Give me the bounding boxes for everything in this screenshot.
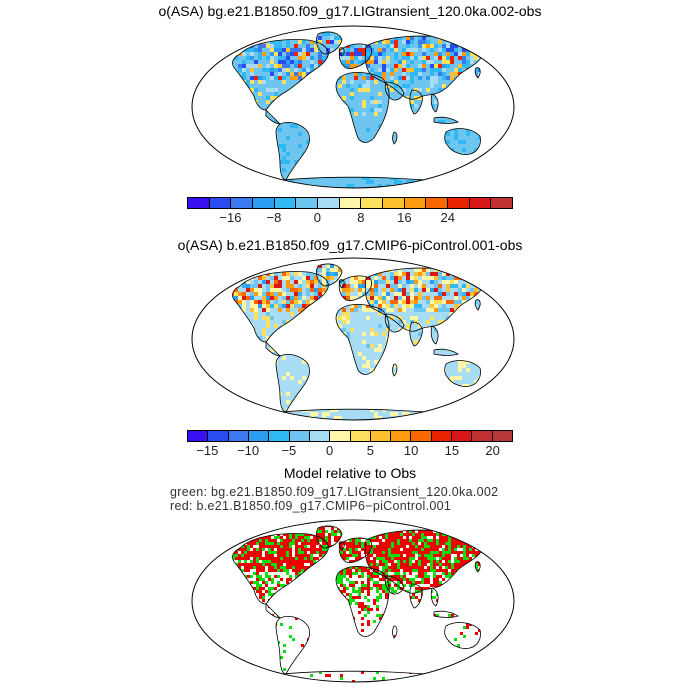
colorbar-swatch — [431, 431, 453, 441]
panel3-title: Model relative to Obs — [283, 465, 417, 481]
colorbar-swatch — [491, 198, 513, 208]
colorbar-tick-label: 0 — [313, 210, 322, 225]
colorbar-swatch — [448, 198, 470, 208]
colorbar-swatch — [231, 198, 254, 208]
map-data-field — [232, 32, 497, 188]
colorbar-tick-label: 8 — [357, 210, 365, 225]
colorbar-piControl — [187, 430, 513, 442]
colorbar-tick-label: −5 — [281, 443, 297, 458]
colorbar-swatch — [269, 431, 290, 441]
colorbar-swatch — [469, 198, 492, 208]
world-map-piControl — [191, 257, 515, 421]
colorbar-swatch — [309, 431, 331, 441]
colorbar-swatch — [228, 431, 249, 441]
map-border — [191, 257, 515, 421]
colorbar-swatch — [209, 198, 232, 208]
colorbar-swatch — [296, 198, 319, 208]
colorbar-tick-label: 5 — [366, 443, 374, 458]
colorbar-swatch — [253, 198, 275, 208]
world-map-model-relative — [191, 519, 515, 683]
panel1-title: o(ASA) bg.e21.B1850.f09_g17.LIGtransient… — [158, 3, 542, 19]
colorbar-tick-label: 20 — [485, 443, 500, 458]
colorbar-swatch — [208, 431, 229, 441]
colorbar-swatch — [472, 431, 493, 441]
colorbar-swatch — [426, 198, 449, 208]
colorbar-tick-label: 0 — [326, 443, 334, 458]
colorbar-swatch — [492, 431, 512, 441]
colorbar-swatch — [411, 431, 432, 441]
panel2-title: o(ASA) b.e21.B1850.f09_g17.CMIP6-piContr… — [177, 237, 523, 253]
colorbar-swatch — [383, 198, 405, 208]
map-border — [191, 519, 515, 683]
colorbar-tick-label: −10 — [237, 443, 260, 458]
colorbar-swatch — [188, 431, 209, 441]
colorbar-swatch — [370, 431, 392, 441]
map-data-field — [232, 526, 497, 682]
colorbar-swatch — [330, 431, 351, 441]
world-map-lig-transient — [191, 25, 515, 189]
colorbar-tick-label: 10 — [403, 443, 419, 458]
colorbar-tick-label: 15 — [444, 443, 460, 458]
colorbar-swatch — [248, 431, 270, 441]
colorbar-tick-label: 16 — [397, 210, 412, 225]
colorbar-swatch — [318, 198, 340, 208]
colorbar-swatch — [188, 198, 210, 208]
colorbar-tick-label: −8 — [266, 210, 282, 225]
colorbar-swatch — [391, 431, 412, 441]
colorbar-lig-transient — [187, 197, 513, 209]
legend-green-text: green: bg.e21.B1850.f09_g17.LIGtransient… — [170, 485, 499, 499]
colorbar-swatch — [289, 431, 310, 441]
colorbar-swatch — [339, 198, 362, 208]
colorbar-swatch — [350, 431, 371, 441]
map-border — [191, 25, 515, 189]
colorbar-tick-label: −15 — [196, 443, 219, 458]
colorbar-tick-label: 24 — [440, 210, 456, 225]
colorbar-tick-label: −16 — [219, 210, 242, 225]
map-data-field — [232, 264, 497, 420]
legend-red-text: red: b.e21.B1850.f09_g17.CMIP6−piControl… — [170, 499, 452, 513]
colorbar-swatch — [361, 198, 384, 208]
colorbar-swatch — [404, 198, 427, 208]
colorbar-swatch — [452, 431, 473, 441]
colorbar-swatch — [274, 198, 297, 208]
